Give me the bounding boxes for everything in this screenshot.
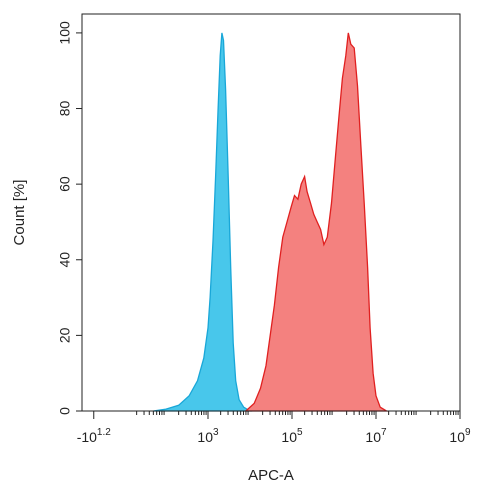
- x-axis: -101.2 103 105 107 109: [77, 411, 471, 445]
- x-tick-label-1: 103: [197, 427, 219, 445]
- plot-area: [153, 32, 389, 412]
- x-tick-label-3: 107: [365, 427, 387, 445]
- y-tick-label-40: 40: [57, 252, 73, 268]
- y-tick-label-100: 100: [57, 21, 73, 45]
- histogram-series-2: [244, 32, 389, 412]
- y-axis-title: Count [%]: [11, 180, 28, 246]
- x-tick-label-2: 105: [281, 427, 303, 445]
- y-tick-label-60: 60: [57, 176, 73, 192]
- y-tick-label-0: 0: [57, 407, 73, 415]
- plot-frame: [81, 13, 461, 412]
- y-tick-label-80: 80: [57, 101, 73, 117]
- y-axis: 0 20 40 60 80 100: [57, 21, 82, 415]
- histogram-series-1: [153, 32, 253, 412]
- x-tick-label-0: -101.2: [77, 427, 112, 445]
- x-axis-title: APC-A: [248, 467, 294, 484]
- y-tick-label-20: 20: [57, 327, 73, 343]
- x-tick-label-4: 109: [449, 427, 471, 445]
